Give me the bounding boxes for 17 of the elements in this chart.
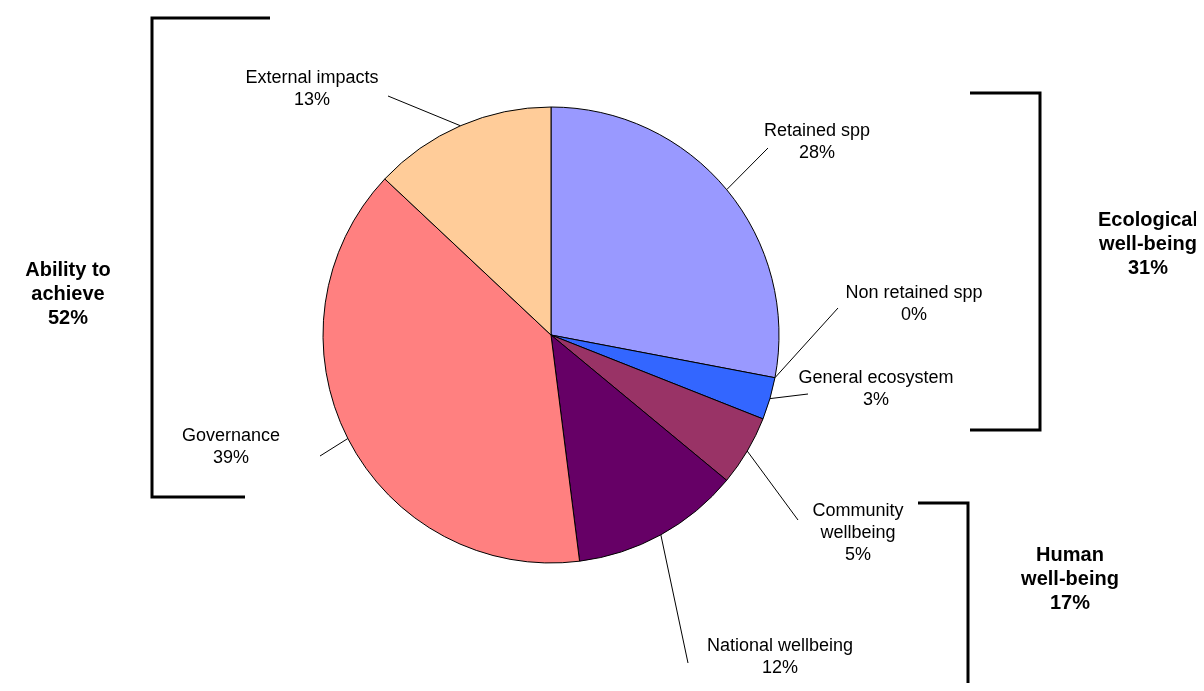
slice-label: General ecosystem [798, 367, 954, 387]
data-label: 13% [293, 89, 331, 109]
text: Human well-being 17% [1020, 543, 1119, 613]
slice-label: Retained spp [763, 120, 871, 140]
data-label: 5% [844, 544, 872, 564]
data-label: 39% [212, 447, 250, 467]
slice-label: External impacts [245, 67, 379, 87]
text: Ability to achieve 52% [25, 258, 111, 328]
text: 0% [900, 304, 928, 324]
category-label: Non retained spp [845, 282, 983, 302]
data-label: 28% [798, 142, 836, 162]
data-label: 3% [862, 389, 890, 409]
slice-label: National wellbeing [706, 635, 854, 655]
legend-label: Governance [181, 425, 281, 445]
text: Ecological well-being 31% [1097, 208, 1199, 278]
slice-label: Community wellbeing [812, 500, 904, 542]
data-label: 12% [761, 657, 799, 677]
